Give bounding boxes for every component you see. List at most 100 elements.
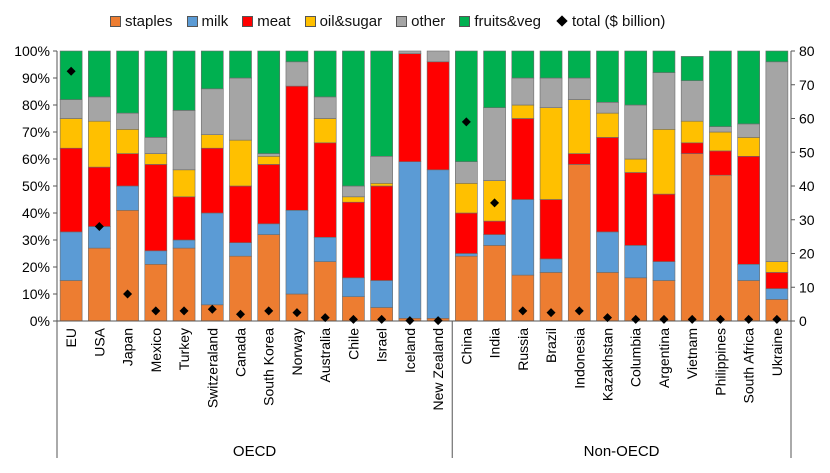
bar-segment-other-columbia (624, 104, 648, 160)
legend-swatch-fruits-veg (459, 15, 471, 27)
bar-segment-oil-sugar-philippines (709, 131, 732, 152)
total-marker-china (461, 117, 471, 127)
bar-segment-meat-turkey (172, 196, 196, 241)
total-marker-norway (292, 308, 302, 318)
total-marker-chile (348, 314, 358, 324)
total-marker-ukraine (772, 314, 782, 324)
bar-segment-other-vietnam (680, 80, 704, 122)
bar-segment-milk-china (455, 253, 478, 257)
bar-segment-fruits-veg-ukraine (765, 50, 789, 63)
bar-segment-meat-australia (313, 142, 337, 238)
bar-segment-fruits-veg-australia (313, 50, 337, 98)
x-tick-label-russia: Russia (515, 328, 531, 371)
bar-segment-meat-china (455, 212, 478, 254)
bar-segment-oil-sugar-turkey (172, 169, 196, 198)
bar-segment-other-canada (229, 77, 252, 141)
x-tick-label-japan: Japan (120, 328, 136, 366)
bar-segment-oil-sugar-russia (511, 104, 535, 119)
y-right-tick-label: 30 (799, 212, 815, 228)
group-label-non-oecd: Non-OECD (584, 443, 660, 460)
bar-segment-fruits-veg-india (483, 50, 506, 109)
total-marker-columbia (631, 314, 641, 324)
bar-segment-fruits-veg-south-africa (737, 50, 760, 125)
x-tick-label-switzeraland: Switzeraland (204, 328, 220, 408)
bar-segment-oil-sugar-indonesia (567, 99, 591, 154)
x-tick-label-brazil: Brazil (543, 328, 559, 363)
legend-swatch-other (396, 15, 408, 27)
total-marker-south-korea (264, 306, 274, 316)
total-marker-kazakhstan (603, 313, 612, 323)
bar-segment-fruits-veg-russia (511, 50, 535, 79)
x-tick-label-chile: Chile (345, 328, 361, 360)
total-marker-usa (94, 222, 104, 231)
total-marker-vietnam (687, 314, 697, 324)
bar-segment-milk-australia (313, 237, 337, 262)
bar-segment-fruits-veg-switzeraland (200, 50, 224, 90)
legend-item-meat: meat (242, 13, 291, 30)
bar-segment-meat-mexico (144, 164, 168, 252)
legend-label-total: total ($ billion) (572, 12, 666, 30)
bar-segment-milk-japan (116, 185, 139, 211)
bar-segment-meat-india (483, 220, 506, 235)
total-marker-brazil (546, 308, 556, 318)
bar-segment-milk-iceland (398, 161, 422, 319)
bar-segment-fruits-veg-china (455, 50, 478, 162)
bar-segment-fruits-veg-brazil (539, 50, 563, 79)
y-left-tick-label: 40% (22, 205, 50, 221)
y-left-tick-label: 90% (22, 70, 50, 86)
total-marker-south-africa (744, 314, 754, 324)
bar-segment-oil-sugar-mexico (144, 153, 168, 165)
y-left-tick-label: 50% (22, 178, 50, 194)
y-right-tick-label: 50 (799, 144, 815, 160)
bar-segment-milk-russia (511, 199, 535, 276)
x-tick-label-kazakhstan: Kazakhstan (600, 328, 616, 401)
bar-segment-other-japan (116, 112, 139, 130)
bar-segment-meat-israel (370, 185, 393, 281)
legend-swatch-staples (110, 15, 121, 27)
total-marker-new-zealand (433, 316, 443, 326)
bar-segment-oil-sugar-switzeraland (200, 134, 224, 149)
bar-segment-other-russia (511, 77, 535, 106)
bar-segment-oil-sugar-south-africa (737, 137, 760, 157)
y-left-tick-label: 0% (30, 313, 50, 329)
bars-group (59, 50, 789, 322)
bar-segment-milk-brazil (539, 258, 563, 273)
legend-item-staples: staples (110, 13, 173, 30)
bar-segment-fruits-veg-columbia (624, 50, 648, 106)
bar-segment-staples-vietnam (680, 153, 704, 322)
bar-segment-oil-sugar-argentina (652, 129, 676, 195)
legend-swatch-oil-sugar (304, 15, 316, 27)
bar-segment-meat-new-zealand (426, 61, 450, 171)
bar-segment-meat-japan (116, 153, 139, 187)
bar-segment-meat-russia (511, 118, 535, 200)
bar-segment-oil-sugar-south-korea (257, 156, 281, 165)
bar-segment-staples-china (455, 255, 478, 322)
x-tick-label-iceland: Iceland (402, 328, 418, 373)
bar-segment-oil-sugar-brazil (539, 107, 563, 200)
bar-segment-other-kazakhstan (596, 102, 619, 114)
bar-segment-staples-india (483, 245, 506, 322)
x-tick-label-china: China (458, 328, 474, 365)
x-tick-label-india: India (487, 328, 503, 359)
bar-segment-meat-eu (59, 147, 83, 233)
x-tick-label-ukraine: Ukraine (769, 328, 785, 376)
bar-segment-oil-sugar-israel (370, 183, 393, 187)
y-left-tick-label: 60% (22, 151, 50, 167)
x-tick-label-usa: USA (91, 327, 107, 356)
bar-segment-milk-norway (285, 210, 309, 295)
y-right-tick-label: 10 (799, 279, 815, 295)
x-tick-label-vietnam: Vietnam (684, 328, 700, 379)
x-tick-label-philippines: Philippines (712, 328, 728, 396)
x-tick-label-mexico: Mexico (148, 328, 164, 373)
bar-segment-oil-sugar-ukraine (765, 261, 789, 273)
bar-segment-other-brazil (539, 77, 563, 109)
bar-segment-meat-usa (88, 166, 111, 227)
legend-label-staples: staples (125, 12, 173, 30)
bar-segment-oil-sugar-chile (342, 196, 365, 203)
bar-segment-other-turkey (172, 110, 196, 171)
bar-segment-oil-sugar-canada (229, 139, 252, 187)
total-marker-turkey (179, 306, 189, 316)
bar-segment-meat-columbia (624, 172, 648, 246)
bar-segment-oil-sugar-vietnam (680, 120, 704, 144)
legend-diamond-marker (556, 15, 568, 27)
